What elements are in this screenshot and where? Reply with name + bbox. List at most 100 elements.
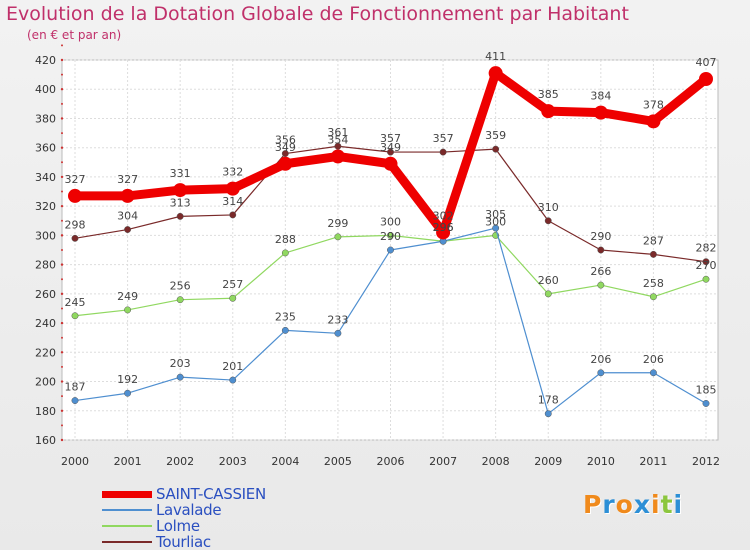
data-label: 290 [590, 230, 611, 243]
x-tick-label: 2010 [587, 455, 615, 468]
data-point [436, 225, 451, 240]
legend-label: SAINT-CASSIEN [156, 485, 266, 503]
legend: SAINT-CASSIEN Lavalade Lolme Tourliac [102, 485, 362, 551]
data-point [334, 233, 342, 241]
data-label: 287 [643, 234, 664, 247]
data-label: 327 [65, 173, 86, 186]
data-point [544, 410, 552, 418]
data-label: 378 [643, 98, 664, 111]
data-label: 298 [65, 218, 86, 231]
y-tick-label: 260 [35, 288, 56, 301]
data-point [68, 188, 82, 203]
y-tick-mark [60, 146, 64, 149]
y-tick-label: 320 [35, 200, 56, 213]
data-point [649, 293, 657, 301]
data-point [173, 183, 188, 198]
data-label: 300 [485, 215, 506, 228]
logo-letter: o [615, 490, 634, 519]
y-tick-mark [60, 351, 64, 354]
y-tick-label: 420 [35, 54, 56, 67]
data-label: 331 [170, 167, 191, 180]
legend-swatch [102, 509, 152, 511]
y-tick-label: 220 [35, 346, 56, 359]
data-point [699, 72, 713, 86]
x-tick-label: 2007 [429, 455, 457, 468]
data-point [330, 149, 345, 164]
data-point [334, 142, 342, 150]
y-minor-tick-mark [61, 190, 63, 193]
data-label: 314 [222, 195, 243, 208]
y-minor-tick-mark [61, 102, 63, 105]
y-minor-tick-mark [61, 132, 63, 135]
y-minor-tick-mark [61, 395, 63, 398]
y-minor-tick-mark [61, 219, 63, 222]
data-label: 288 [275, 233, 296, 246]
data-point [229, 294, 237, 302]
y-minor-tick-mark [61, 73, 63, 76]
data-point [176, 296, 184, 304]
y-minor-tick-mark [61, 44, 63, 47]
data-label: 290 [380, 230, 401, 243]
chart-title: Evolution de la Dotation Globale de Fonc… [6, 3, 629, 25]
data-label: 185 [696, 383, 717, 396]
data-point [387, 231, 394, 239]
data-label: 384 [590, 90, 611, 103]
data-label: 349 [380, 141, 401, 154]
data-point [597, 369, 605, 377]
y-minor-tick-mark [61, 336, 63, 339]
legend-label: Lavalade [156, 501, 222, 519]
data-label: 270 [696, 259, 717, 272]
data-label: 385 [538, 88, 559, 101]
legend-item-lolme: Lolme [102, 517, 362, 535]
y-tick-label: 280 [35, 259, 56, 272]
data-point [593, 105, 608, 120]
data-point [646, 114, 661, 129]
data-label: 233 [327, 313, 348, 326]
x-tick-label: 2002 [166, 455, 194, 468]
data-label: 357 [433, 132, 454, 145]
data-point [71, 397, 79, 404]
logo-letter: t [660, 490, 674, 519]
data-point [120, 188, 135, 203]
data-point [702, 275, 710, 283]
x-tick-label: 2012 [692, 455, 720, 468]
data-point [229, 376, 237, 384]
legend-swatch [102, 525, 152, 527]
data-point [176, 373, 184, 381]
data-point [71, 312, 79, 320]
data-label: 266 [590, 265, 611, 278]
y-tick-mark [60, 204, 64, 208]
x-tick-label: 2004 [271, 455, 299, 468]
y-tick-label: 360 [35, 142, 56, 155]
data-label: 407 [696, 56, 717, 69]
legend-item-tourliac: Tourliac [102, 533, 362, 551]
y-tick-label: 400 [35, 83, 56, 96]
data-point [544, 217, 552, 225]
data-label: 304 [117, 210, 138, 223]
y-tick-mark [60, 117, 64, 120]
data-label: 354 [327, 133, 348, 146]
data-point [124, 226, 132, 233]
x-tick-label: 2006 [377, 455, 405, 468]
data-label: 249 [117, 290, 138, 303]
y-tick-label: 180 [35, 405, 56, 418]
data-point [488, 66, 503, 81]
x-tick-label: 2005 [324, 455, 352, 468]
data-point [229, 211, 237, 219]
legend-label: Lolme [156, 517, 200, 535]
logo-letter: i [651, 490, 661, 519]
y-tick-label: 200 [35, 376, 56, 389]
y-tick-label: 240 [35, 317, 56, 330]
data-point [439, 148, 447, 156]
y-tick-mark [60, 292, 64, 296]
data-label: 203 [170, 357, 191, 370]
data-label: 245 [65, 296, 86, 309]
data-label: 296 [433, 221, 454, 234]
data-label: 187 [65, 381, 86, 394]
data-point [492, 224, 500, 232]
data-label: 206 [643, 353, 664, 366]
data-label: 258 [643, 277, 664, 290]
data-point [281, 150, 289, 157]
y-tick-mark [60, 175, 64, 179]
